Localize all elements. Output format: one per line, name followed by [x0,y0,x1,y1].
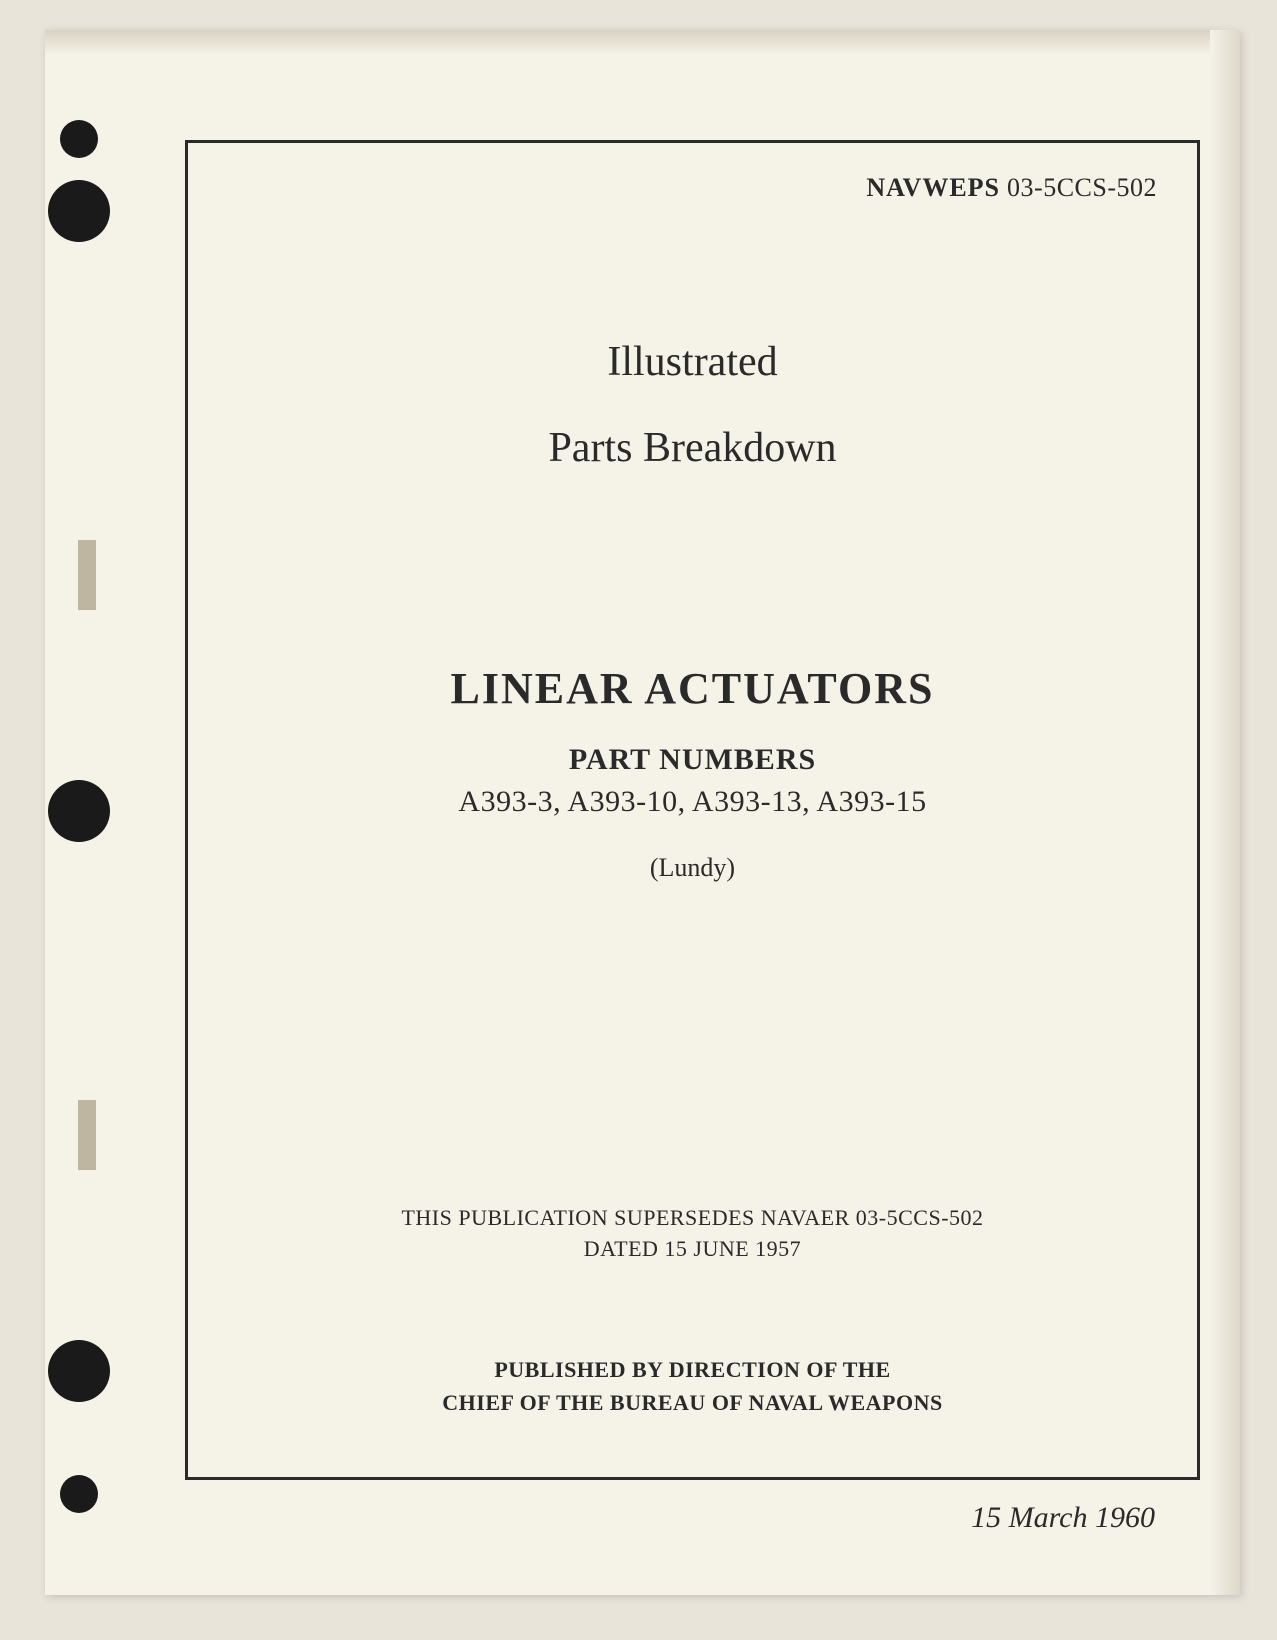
supersedes-line-2: DATED 15 JUNE 1957 [188,1234,1197,1265]
published-line-2: CHIEF OF THE BUREAU OF NAVAL WEAPONS [188,1386,1197,1419]
border-frame: NAVWEPS 03-5CCS-502 Illustrated Parts Br… [185,140,1200,1480]
publication-date: 15 March 1960 [971,1501,1155,1535]
binding-mark [78,540,96,610]
page-edge [1210,30,1240,1595]
title-line-2: Parts Breakdown [188,424,1197,472]
punch-hole [60,120,98,158]
title-block: Illustrated Parts Breakdown [188,338,1197,472]
document-number-prefix: NAVWEPS [866,173,1000,202]
document-page: NAVWEPS 03-5CCS-502 Illustrated Parts Br… [45,30,1240,1595]
title-line-1: Illustrated [188,338,1197,386]
part-numbers-label: PART NUMBERS [188,743,1197,777]
document-number-value: 03-5CCS-502 [1007,173,1157,202]
part-numbers-list: A393-3, A393-10, A393-13, A393-15 [188,785,1197,819]
punch-hole [48,780,110,842]
supersedes-block: THIS PUBLICATION SUPERSEDES NAVAER 03-5C… [188,1203,1197,1265]
punch-hole [48,180,110,242]
manufacturer: (Lundy) [188,853,1197,883]
punch-hole [48,1340,110,1402]
part-numbers-block: PART NUMBERS A393-3, A393-10, A393-13, A… [188,743,1197,819]
punch-hole [60,1475,98,1513]
document-number: NAVWEPS 03-5CCS-502 [866,173,1157,203]
supersedes-line-1: THIS PUBLICATION SUPERSEDES NAVAER 03-5C… [188,1203,1197,1234]
published-block: PUBLISHED BY DIRECTION OF THE CHIEF OF T… [188,1353,1197,1419]
page-edge [45,30,1240,55]
published-line-1: PUBLISHED BY DIRECTION OF THE [188,1353,1197,1386]
binding-mark [78,1100,96,1170]
main-title: LINEAR ACTUATORS [188,663,1197,714]
